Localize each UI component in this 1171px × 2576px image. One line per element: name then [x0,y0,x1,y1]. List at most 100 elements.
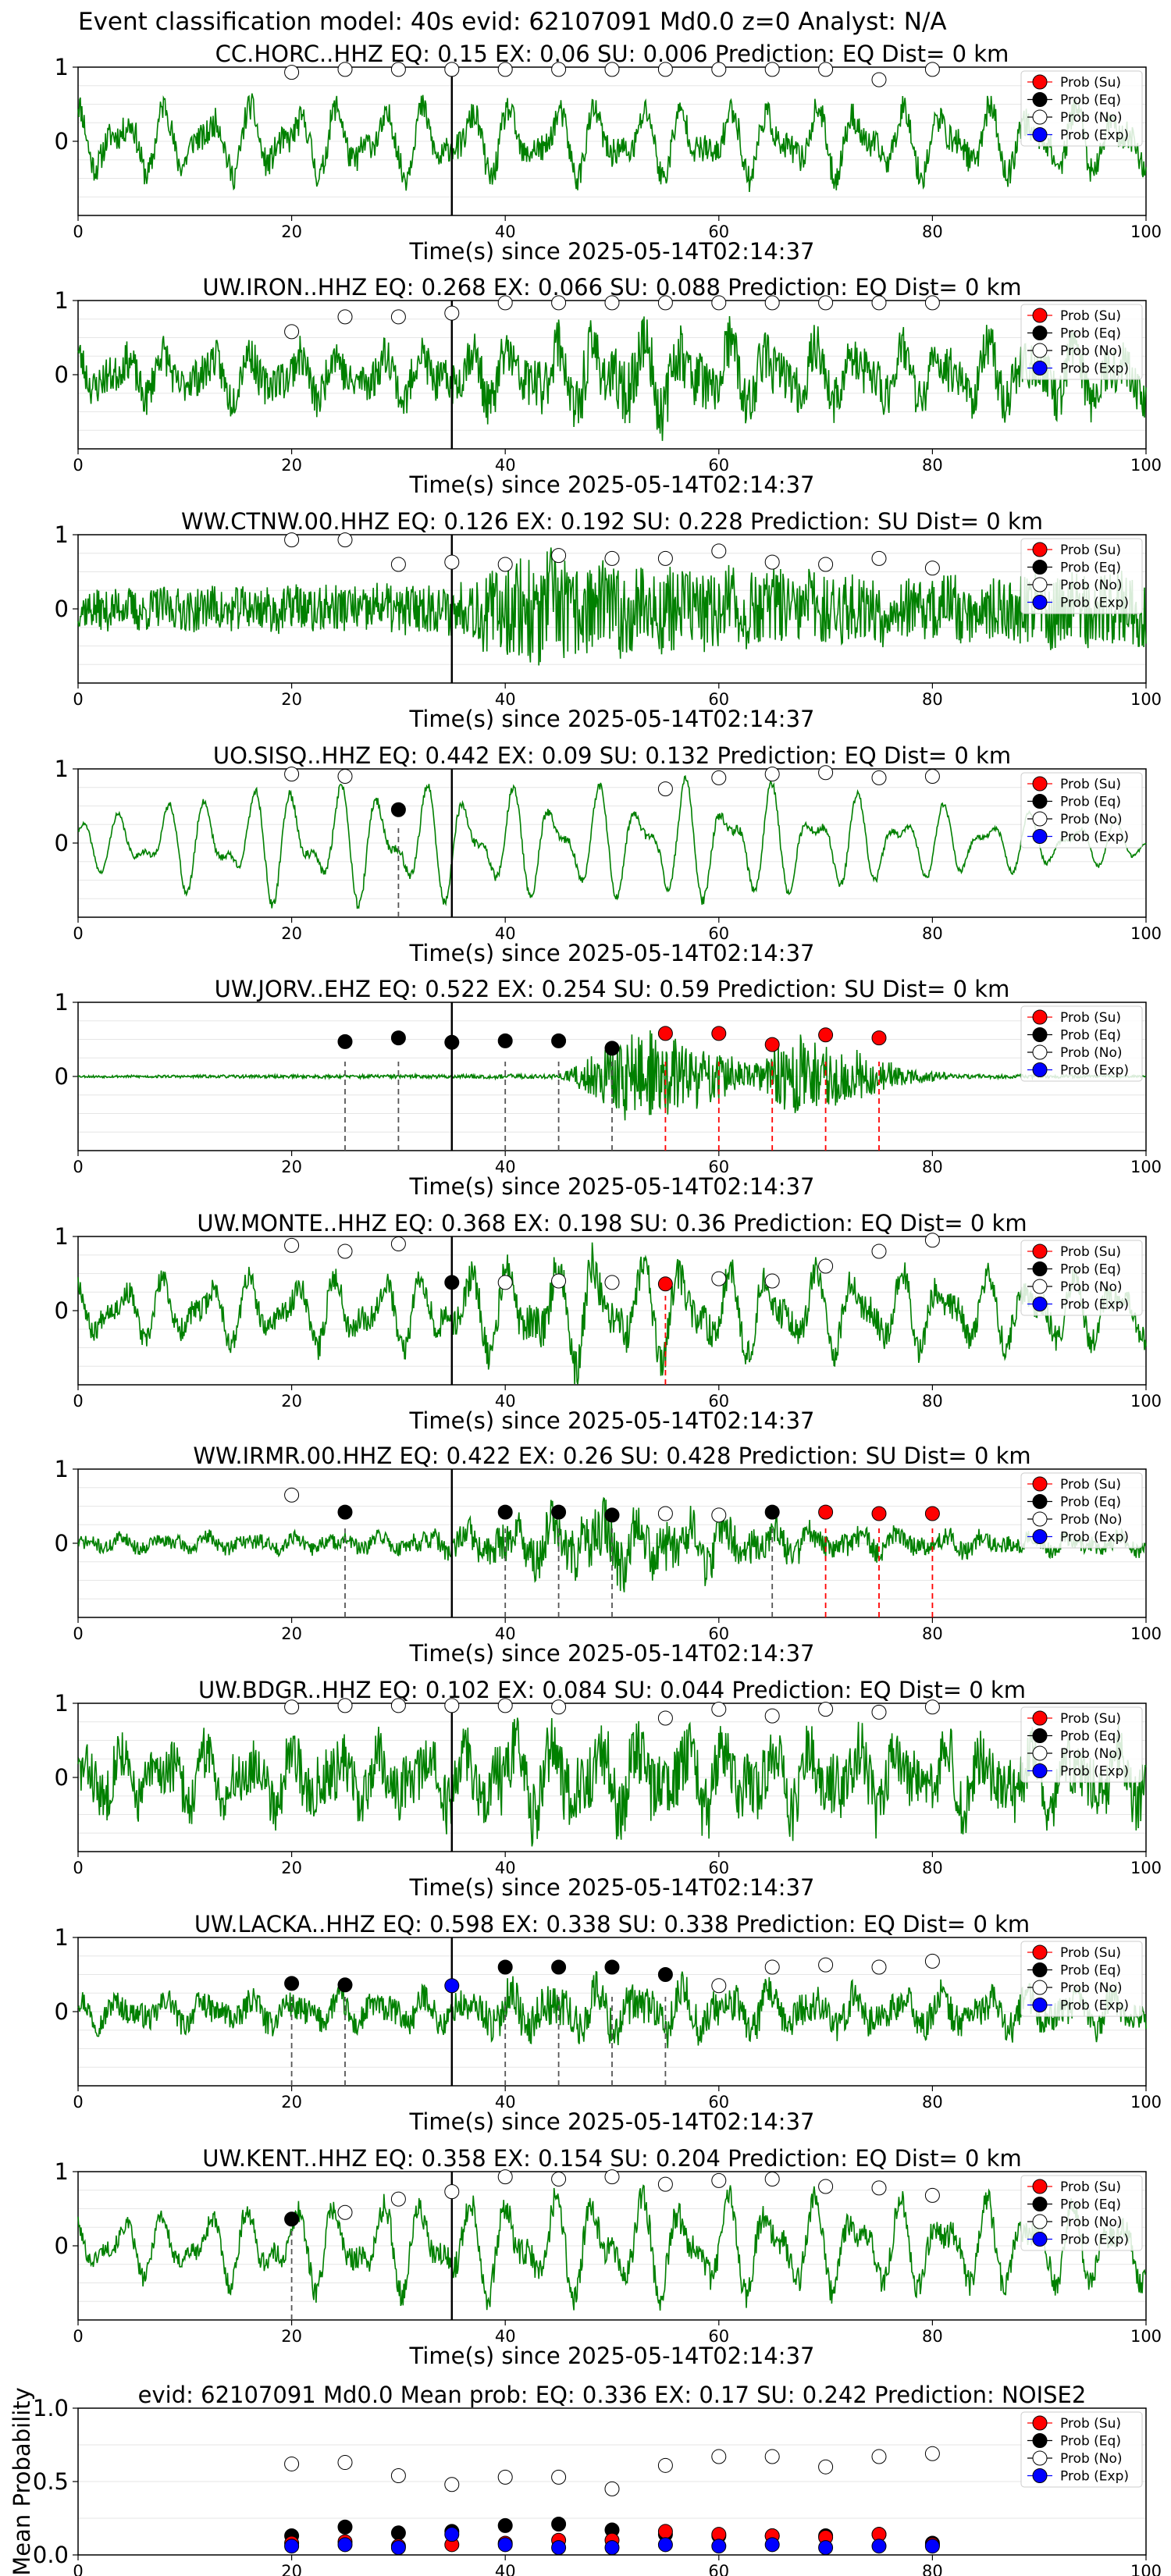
probability-point [764,767,780,782]
legend-label: Prob (Eq) [1060,326,1121,342]
probability-point [711,1702,727,1717]
probability-point [818,557,834,572]
legend-box [1020,70,1143,147]
y-tick-label: 1 [55,287,69,314]
mean-probability-point [764,2449,780,2464]
x-tick-label: 40 [495,690,516,709]
legend-marker [1032,1710,1048,1726]
panel-title: WW.CTNW.00.HHZ EQ: 0.126 EX: 0.192 SU: 0… [181,508,1043,535]
x-tick-label: 60 [708,456,729,475]
probability-point [764,1273,780,1289]
x-tick-label: 60 [708,2562,729,2576]
legend-box [1020,1706,1143,1783]
figure-suptitle: Event classification model: 40s evid: 62… [78,8,947,36]
mean-probability-point [604,2540,620,2556]
x-tick-label: 20 [281,2327,302,2346]
x-tick-label: 20 [281,1158,302,1176]
panel-title: evid: 62107091 Md0.0 Mean prob: EQ: 0.33… [138,2382,1087,2408]
probability-point [444,1698,460,1713]
y-tick-label: 1 [55,521,69,548]
probability-point [284,1699,300,1715]
legend-marker [1032,794,1048,809]
x-axis-label: Time(s) since 2025-05-14T02:14:37 [409,238,815,265]
x-tick-label: 60 [708,1158,729,1176]
probability-point [924,1233,940,1248]
x-axis-label: Time(s) since 2025-05-14T02:14:37 [409,2343,815,2369]
legend-label: Prob (Su) [1060,2416,1121,2432]
legend-marker [1032,2197,1048,2211]
x-tick-label: 100 [1130,2562,1162,2576]
station-panel: 0 20 40 60 80 100 0 1 UW.BDGR..HHZ EQ: 0.102 EX:… [55,1677,1162,1901]
mean-probability-point [444,2527,460,2542]
legend-label: Prob (Su) [1060,777,1121,792]
legend-label: Prob (Exp) [1060,1764,1129,1780]
station-panel: 0 20 40 60 80 100 0 1 WW.CTNW.00.HHZ EQ: 0.126 E… [55,508,1162,732]
mean-probability-point [818,2459,834,2475]
probability-point [497,1275,513,1290]
legend-label: Prob (Su) [1060,75,1121,91]
x-tick-label: 60 [708,222,729,241]
probability-point [497,557,513,572]
legend-box [1020,1941,1143,2017]
x-tick-label: 60 [708,2093,729,2112]
probability-point [871,295,887,311]
probability-point [284,532,300,548]
y-tick-label: 0 [55,596,69,622]
y-tick-label: 0.5 [33,2468,69,2495]
x-tick-label: 20 [281,2093,302,2112]
panel-title: UW.LACKA..HHZ EQ: 0.598 EX: 0.338 SU: 0.… [194,1911,1030,1937]
panel-title: UW.BDGR..HHZ EQ: 0.102 EX: 0.084 SU: 0.0… [198,1677,1026,1703]
probability-point [337,769,353,784]
probability-point [337,1698,353,1713]
mean-probability-point [497,2537,513,2553]
legend-marker [1032,1494,1048,1509]
probability-point [497,1033,513,1048]
mean-probability-point [551,2517,567,2532]
probability-point [871,1030,887,1046]
legend-label: Prob (Su) [1060,1010,1121,1026]
probability-point [551,295,567,311]
waveform-trace [77,1717,1147,1847]
x-tick-label: 40 [495,1392,516,1411]
waveform-trace [77,774,1147,909]
mean-probability-point [390,2540,406,2556]
probability-point [604,1275,620,1290]
mean-probability-point [390,2467,406,2483]
probability-point [657,1506,673,1521]
legend-label: Prob (No) [1060,2215,1123,2230]
probability-point [711,62,727,77]
probability-point [924,769,940,784]
legend-box [1020,2175,1143,2251]
y-tick-label: 0 [55,1764,69,1791]
x-tick-label: 100 [1130,2093,1162,2112]
probability-point [497,295,513,311]
probability-point [551,1273,567,1289]
probability-point [818,765,834,781]
x-tick-label: 40 [495,1624,516,1643]
mean-probability-point [924,2446,940,2461]
x-axis-label: Time(s) since 2025-05-14T02:14:37 [409,1407,815,1434]
legend-label: Prob (Exp) [1060,2469,1129,2485]
probability-point [924,1953,940,1969]
x-tick-label: 40 [495,2327,516,2346]
x-tick-label: 80 [922,456,943,475]
mean-probability-panel: 0 20 40 60 80 100 0.0 0.5 1.0 evid: 62107091 Md0.… [9,2382,1162,2576]
station-panel: 0 20 40 60 80 100 0 1 UO.SISQ..HHZ EQ: 0.442 EX:… [55,742,1162,966]
probability-point [284,324,300,340]
legend-label: Prob (Exp) [1060,596,1129,611]
legend-box [1020,538,1143,614]
y-tick-label: 0 [55,128,69,155]
mean-probability-point [284,2539,300,2554]
probability-point [390,1698,406,1713]
legend-label: Prob (Eq) [1060,1262,1121,1278]
x-tick-label: 100 [1130,690,1162,709]
probability-point [390,309,406,325]
legend-label: Prob (No) [1060,1980,1123,1996]
legend-label: Prob (Exp) [1060,2233,1129,2248]
legend-label: Prob (No) [1060,1279,1123,1295]
probability-point [657,2176,673,2192]
y-axis-label: Mean Probability [9,2387,35,2576]
y-tick-label: 1 [55,756,69,782]
